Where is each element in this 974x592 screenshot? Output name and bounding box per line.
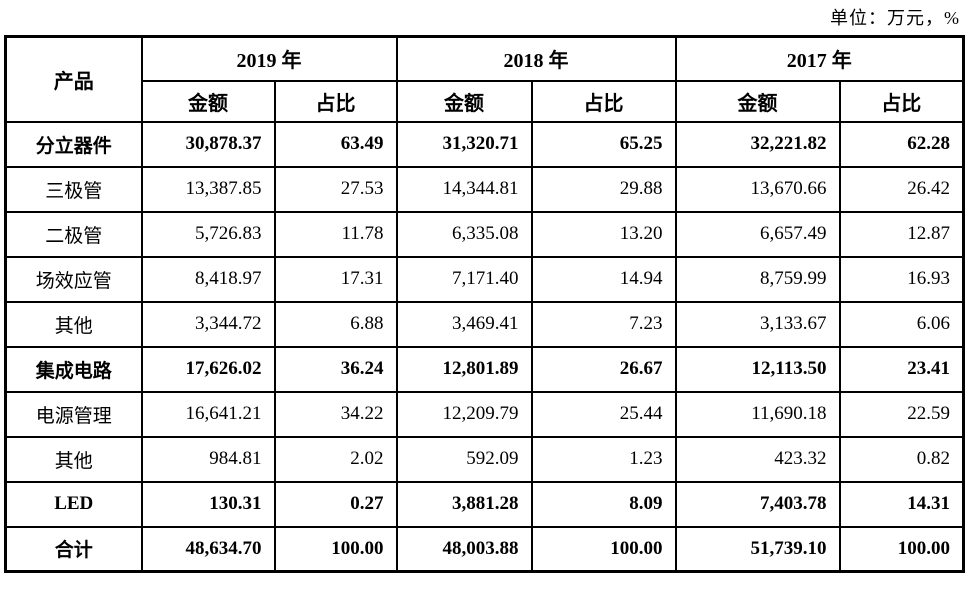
amount-2017-cell: 51,739.10 <box>674 525 841 573</box>
amount-2018-cell: 3,469.41 <box>395 300 533 348</box>
ratio-2018-cell: 65.25 <box>530 120 677 168</box>
table-row: LED 130.31 0.27 3,881.28 8.09 7,403.78 1… <box>4 480 965 528</box>
header-year-row: 产品 2019 年 2018 年 2017 年 <box>4 35 965 123</box>
amount-2017-cell: 13,670.66 <box>674 165 841 213</box>
ratio-2017-cell: 12.87 <box>838 210 965 258</box>
ratio-2018-cell: 7.23 <box>530 300 677 348</box>
unit-label: 单位：万元，% <box>830 8 960 28</box>
amount-2018-header: 金额 <box>395 79 533 123</box>
ratio-2017-cell: 62.28 <box>838 120 965 168</box>
amount-2019-header: 金额 <box>140 79 276 123</box>
ratio-2017-cell: 26.42 <box>838 165 965 213</box>
amount-2017-header: 金额 <box>674 79 841 123</box>
document-page: 单位：万元，% 产品 2019 年 2018 年 2017 年 金额 占比 金额… <box>4 8 965 573</box>
table-row: 电源管理 16,641.21 34.22 12,209.79 25.44 11,… <box>4 390 965 438</box>
ratio-2019-cell: 63.49 <box>273 120 398 168</box>
product-cell: 分立器件 <box>4 120 143 168</box>
year-2017-header: 2017 年 <box>674 35 965 82</box>
amount-2018-cell: 3,881.28 <box>395 480 533 528</box>
ratio-2017-cell: 23.41 <box>838 345 965 393</box>
ratio-2017-cell: 100.00 <box>838 525 965 573</box>
amount-2018-cell: 48,003.88 <box>395 525 533 573</box>
amount-2017-cell: 8,759.99 <box>674 255 841 303</box>
product-cell: 三极管 <box>4 165 143 213</box>
ratio-2019-cell: 11.78 <box>273 210 398 258</box>
ratio-2018-cell: 26.67 <box>530 345 677 393</box>
ratio-2018-header: 占比 <box>530 79 677 123</box>
ratio-2019-cell: 34.22 <box>273 390 398 438</box>
ratio-2019-cell: 100.00 <box>273 525 398 573</box>
ratio-2018-cell: 13.20 <box>530 210 677 258</box>
table-row: 其他 984.81 2.02 592.09 1.23 423.32 0.82 <box>4 435 965 483</box>
product-cell: 集成电路 <box>4 345 143 393</box>
product-cell: 其他 <box>4 300 143 348</box>
amount-2017-cell: 12,113.50 <box>674 345 841 393</box>
ratio-2018-cell: 8.09 <box>530 480 677 528</box>
amount-2018-cell: 31,320.71 <box>395 120 533 168</box>
table-row: 三极管 13,387.85 27.53 14,344.81 29.88 13,6… <box>4 165 965 213</box>
amount-2018-cell: 12,209.79 <box>395 390 533 438</box>
ratio-2019-cell: 6.88 <box>273 300 398 348</box>
product-cell: 电源管理 <box>4 390 143 438</box>
table-body: 分立器件 30,878.37 63.49 31,320.71 65.25 32,… <box>4 120 965 573</box>
ratio-2017-header: 占比 <box>838 79 965 123</box>
ratio-2017-cell: 16.93 <box>838 255 965 303</box>
amount-2018-cell: 6,335.08 <box>395 210 533 258</box>
amount-2019-cell: 17,626.02 <box>140 345 276 393</box>
table-row: 场效应管 8,418.97 17.31 7,171.40 14.94 8,759… <box>4 255 965 303</box>
amount-2019-cell: 5,726.83 <box>140 210 276 258</box>
ratio-2018-cell: 1.23 <box>530 435 677 483</box>
ratio-2017-cell: 0.82 <box>838 435 965 483</box>
table-row: 其他 3,344.72 6.88 3,469.41 7.23 3,133.67 … <box>4 300 965 348</box>
product-cell: 场效应管 <box>4 255 143 303</box>
ratio-2018-cell: 100.00 <box>530 525 677 573</box>
amount-2018-cell: 592.09 <box>395 435 533 483</box>
amount-2019-cell: 48,634.70 <box>140 525 276 573</box>
ratio-2019-cell: 2.02 <box>273 435 398 483</box>
table-row: 集成电路 17,626.02 36.24 12,801.89 26.67 12,… <box>4 345 965 393</box>
amount-2019-cell: 30,878.37 <box>140 120 276 168</box>
table-row: 合计 48,634.70 100.00 48,003.88 100.00 51,… <box>4 525 965 573</box>
amount-2017-cell: 32,221.82 <box>674 120 841 168</box>
year-2019-header: 2019 年 <box>140 35 398 82</box>
table-row: 二极管 5,726.83 11.78 6,335.08 13.20 6,657.… <box>4 210 965 258</box>
amount-2017-cell: 6,657.49 <box>674 210 841 258</box>
amount-2017-cell: 11,690.18 <box>674 390 841 438</box>
ratio-2019-cell: 36.24 <box>273 345 398 393</box>
amount-2019-cell: 130.31 <box>140 480 276 528</box>
amount-2019-cell: 13,387.85 <box>140 165 276 213</box>
amount-2017-cell: 423.32 <box>674 435 841 483</box>
ratio-2019-header: 占比 <box>273 79 398 123</box>
ratio-2019-cell: 27.53 <box>273 165 398 213</box>
amount-2019-cell: 3,344.72 <box>140 300 276 348</box>
ratio-2017-cell: 22.59 <box>838 390 965 438</box>
ratio-2018-cell: 14.94 <box>530 255 677 303</box>
table-row: 分立器件 30,878.37 63.49 31,320.71 65.25 32,… <box>4 120 965 168</box>
ratio-2018-cell: 25.44 <box>530 390 677 438</box>
amount-2018-cell: 14,344.81 <box>395 165 533 213</box>
header-sub-row: 金额 占比 金额 占比 金额 占比 <box>6 79 965 123</box>
product-cell: 其他 <box>4 435 143 483</box>
amount-2018-cell: 12,801.89 <box>395 345 533 393</box>
ratio-2019-cell: 17.31 <box>273 255 398 303</box>
revenue-by-product-table: 产品 2019 年 2018 年 2017 年 金额 占比 金额 占比 金额 占… <box>4 35 965 573</box>
ratio-2017-cell: 14.31 <box>838 480 965 528</box>
amount-2019-cell: 984.81 <box>140 435 276 483</box>
ratio-2019-cell: 0.27 <box>273 480 398 528</box>
product-cell: LED <box>4 480 143 528</box>
amount-2017-cell: 3,133.67 <box>674 300 841 348</box>
product-cell: 合计 <box>4 525 143 573</box>
ratio-2018-cell: 29.88 <box>530 165 677 213</box>
product-column-header: 产品 <box>4 35 143 123</box>
product-cell: 二极管 <box>4 210 143 258</box>
amount-2018-cell: 7,171.40 <box>395 255 533 303</box>
ratio-2017-cell: 6.06 <box>838 300 965 348</box>
year-2018-header: 2018 年 <box>395 35 677 82</box>
amount-2017-cell: 7,403.78 <box>674 480 841 528</box>
amount-2019-cell: 16,641.21 <box>140 390 276 438</box>
amount-2019-cell: 8,418.97 <box>140 255 276 303</box>
